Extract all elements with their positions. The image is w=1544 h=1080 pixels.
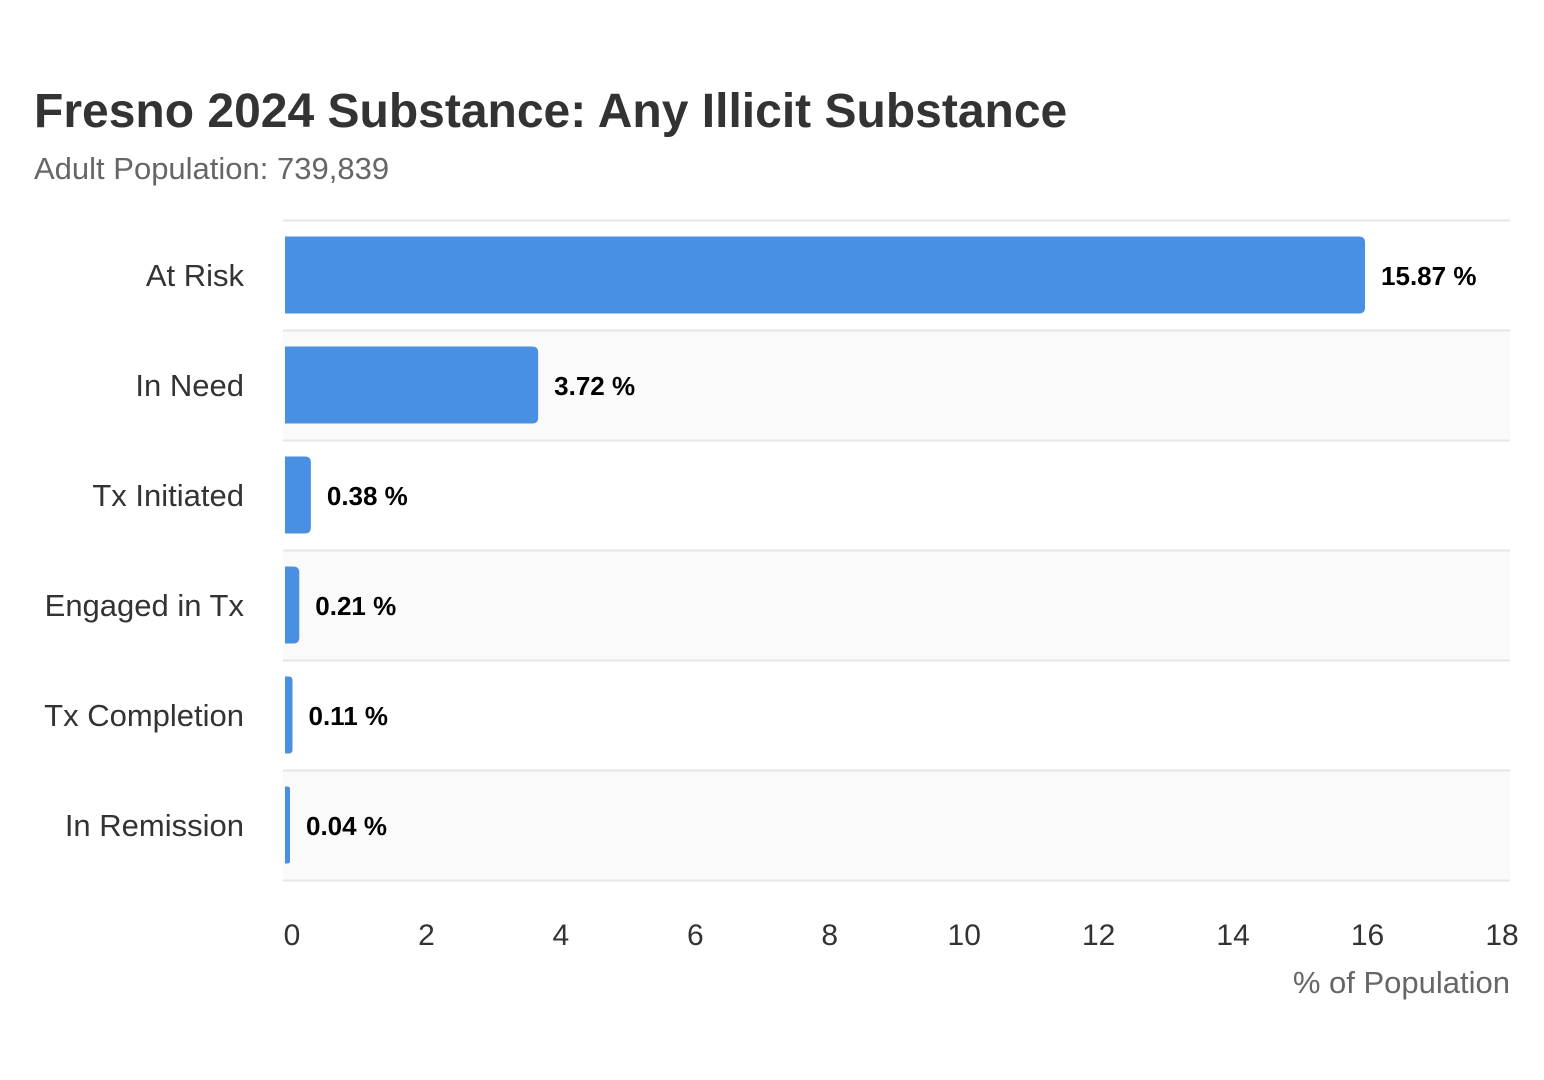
category-label-in-need: In Need bbox=[135, 368, 244, 403]
x-tick-label: 2 bbox=[418, 919, 435, 952]
category-label-in-remission: In Remission bbox=[65, 808, 244, 843]
bar-in-need bbox=[285, 346, 539, 424]
bar-in-remission bbox=[285, 786, 290, 864]
x-axis-title: % of Population bbox=[1293, 965, 1510, 1000]
data-label-engaged-in-tx: 0.21 % bbox=[315, 591, 396, 621]
bar-tx-completion bbox=[285, 676, 293, 754]
bars bbox=[285, 236, 1366, 864]
x-tick-label: 18 bbox=[1485, 919, 1518, 952]
bar-at-risk bbox=[285, 236, 1366, 314]
x-tick-label: 4 bbox=[553, 919, 570, 952]
category-label-engaged-in-tx: Engaged in Tx bbox=[45, 588, 245, 623]
labels: At Risk 15.87 % In Need 3.72 % Tx Initiated 0… bbox=[44, 258, 1476, 843]
x-tick-label: 10 bbox=[948, 919, 981, 952]
x-tick-label: 14 bbox=[1216, 919, 1249, 952]
row-bands bbox=[283, 219, 1510, 882]
row-band bbox=[283, 550, 1510, 660]
x-tick-label: 0 bbox=[284, 919, 301, 952]
x-tick-label: 16 bbox=[1351, 919, 1384, 952]
chart-title: Fresno 2024 Substance: Any Illicit Subst… bbox=[34, 85, 1068, 138]
bar-tx-initiated bbox=[285, 456, 311, 534]
row-band bbox=[283, 770, 1510, 880]
data-label-in-need: 3.72 % bbox=[554, 371, 635, 401]
x-tick-label: 6 bbox=[687, 919, 704, 952]
bar-engaged-in-tx bbox=[285, 566, 300, 644]
x-tick-label: 8 bbox=[821, 919, 838, 952]
chart-subtitle: Adult Population: 739,839 bbox=[34, 151, 390, 186]
data-label-at-risk: 15.87 % bbox=[1381, 261, 1476, 291]
category-label-tx-initiated: Tx Initiated bbox=[92, 478, 244, 513]
category-label-at-risk: At Risk bbox=[146, 258, 245, 293]
data-label-tx-completion: 0.11 % bbox=[308, 701, 388, 731]
x-axis: 0 2 4 6 8 10 12 14 16 18 % of Population bbox=[284, 919, 1519, 1000]
category-label-tx-completion: Tx Completion bbox=[44, 698, 244, 733]
x-tick-label: 12 bbox=[1082, 919, 1115, 952]
data-label-in-remission: 0.04 % bbox=[306, 811, 387, 841]
data-label-tx-initiated: 0.38 % bbox=[327, 481, 408, 511]
